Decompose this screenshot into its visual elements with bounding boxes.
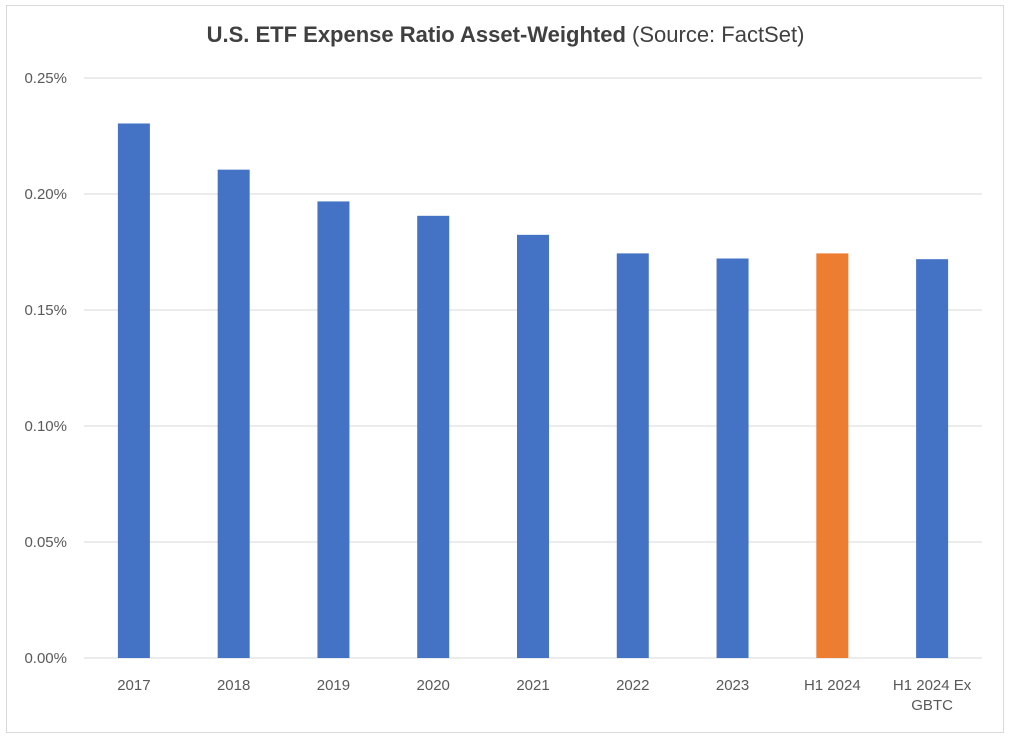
y-tick-label: 0.05% [24,534,67,551]
x-tick-label: 2018 [217,677,250,694]
x-tick-label: 2017 [117,677,150,694]
bar [616,253,649,658]
x-tick-label: 2020 [417,677,450,694]
x-tick-label: 2021 [516,677,549,694]
x-axis-tick-labels: 2017 2018 2019 2020 2021 2022 2023 H1 2024 H1 20… [117,677,972,714]
chart-title-block: U.S. ETF Expense Ratio Asset-Weighted (S… [0,22,1011,48]
bar [517,234,549,658]
x-tick-label: 2022 [616,677,649,694]
bar [816,253,849,658]
x-tick-label: H1 2024 Ex GBTC [893,677,972,714]
chart-subtitle: (Source: FactSet) [632,22,805,47]
y-tick-label: 0.00% [24,650,67,667]
bar [217,169,250,658]
bar [317,201,350,658]
x-tick-label: 2023 [716,677,749,694]
bar [117,123,150,659]
bar [916,259,949,658]
x-tick-label: H1 2024 [804,677,861,694]
y-tick-label: 0.10% [24,418,67,435]
y-tick-label: 0.20% [24,186,67,203]
bars [117,123,949,659]
y-axis-tick-labels: 0.00% 0.05% 0.10% 0.15% 0.20% 0.25% [24,70,67,667]
y-tick-label: 0.25% [24,70,67,87]
bar [417,215,450,659]
y-tick-label: 0.15% [24,302,67,319]
chart-title: U.S. ETF Expense Ratio Asset-Weighted [206,22,626,47]
bar [716,258,749,658]
x-tick-label: 2019 [317,677,350,694]
